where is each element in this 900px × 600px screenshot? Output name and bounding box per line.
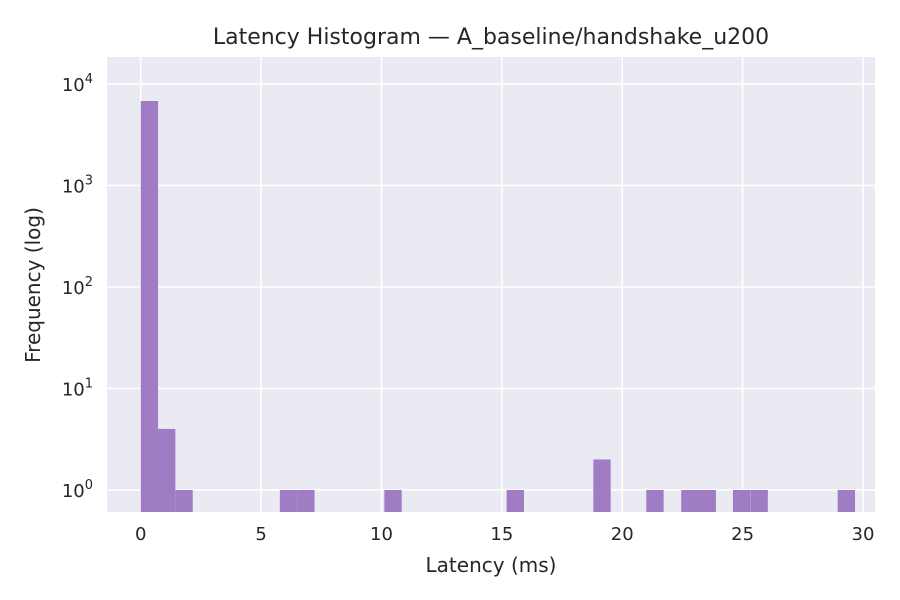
y-tick-label: 104 bbox=[62, 72, 93, 96]
grid-lines bbox=[107, 57, 875, 512]
x-tick-label: 0 bbox=[135, 524, 146, 545]
histogram-bar bbox=[140, 101, 159, 513]
x-tick-label: 20 bbox=[611, 524, 634, 545]
histogram-bar bbox=[158, 428, 176, 512]
histogram-bar bbox=[732, 490, 751, 512]
x-tick-labels: 0 5 10 15 20 25 30 bbox=[135, 524, 874, 545]
histogram-bar bbox=[750, 490, 768, 512]
histogram-bar bbox=[279, 490, 298, 512]
y-tick-labels: 100 101 102 103 104 bbox=[62, 72, 93, 502]
plot-background bbox=[107, 57, 875, 512]
histogram-bar bbox=[175, 490, 193, 512]
histogram-bar bbox=[297, 490, 315, 512]
y-tick-label: 100 bbox=[62, 478, 93, 502]
histogram-bar bbox=[698, 490, 716, 512]
x-tick-label: 5 bbox=[255, 524, 266, 545]
y-tick-label: 103 bbox=[62, 174, 93, 198]
x-tick-label: 15 bbox=[490, 524, 513, 545]
y-tick-label: 102 bbox=[62, 275, 93, 299]
histogram-bar bbox=[384, 490, 402, 512]
y-tick-label: 101 bbox=[62, 377, 93, 401]
histogram-bar bbox=[837, 490, 856, 512]
x-tick-label: 10 bbox=[370, 524, 393, 545]
histogram-bars bbox=[140, 101, 856, 513]
y-axis-label: Frequency (log) bbox=[21, 207, 45, 363]
x-tick-label: 25 bbox=[731, 524, 754, 545]
x-axis-label: Latency (ms) bbox=[426, 553, 557, 577]
histogram-bar bbox=[506, 490, 524, 512]
histogram-bar bbox=[646, 490, 664, 512]
x-tick-label: 30 bbox=[852, 524, 875, 545]
histogram-bar bbox=[593, 459, 611, 512]
chart-title: Latency Histogram — A_baseline/handshake… bbox=[213, 25, 769, 50]
histogram-bar bbox=[681, 490, 699, 512]
